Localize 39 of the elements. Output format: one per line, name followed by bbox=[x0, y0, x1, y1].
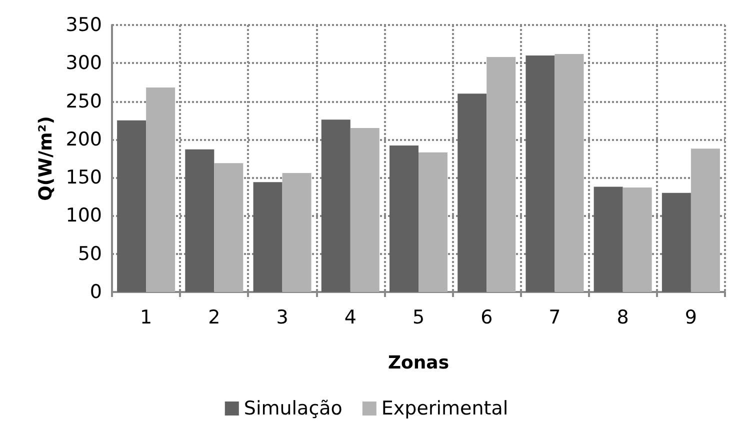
x-axis-title: Zonas bbox=[388, 352, 450, 374]
bar bbox=[418, 152, 448, 292]
bar bbox=[350, 128, 380, 292]
x-tick-label: 4 bbox=[344, 306, 356, 328]
x-tick-label: 7 bbox=[548, 306, 561, 328]
x-tick-label: 8 bbox=[616, 306, 629, 328]
y-tick-label: 200 bbox=[66, 128, 102, 150]
y-tick-label: 250 bbox=[66, 90, 102, 112]
bar bbox=[117, 120, 146, 292]
bar bbox=[214, 163, 244, 292]
bar bbox=[526, 56, 555, 292]
bar bbox=[662, 192, 691, 292]
bar bbox=[321, 120, 350, 292]
bar bbox=[594, 186, 623, 292]
legend-label: Experimental bbox=[381, 398, 508, 420]
bar bbox=[622, 187, 652, 292]
bar bbox=[185, 149, 214, 292]
y-tick-label: 0 bbox=[90, 281, 102, 303]
bar bbox=[253, 182, 282, 292]
x-tick-label: 3 bbox=[276, 306, 288, 328]
bar bbox=[690, 148, 720, 292]
x-tick-label: 9 bbox=[684, 306, 697, 328]
y-tick-label: 50 bbox=[78, 242, 102, 265]
bar bbox=[554, 54, 584, 292]
x-tick-label: 6 bbox=[480, 306, 493, 328]
y-axis-title: Q(W/m²) bbox=[35, 116, 56, 201]
legend-label: Simulação bbox=[244, 398, 342, 420]
bar bbox=[282, 172, 312, 292]
y-tick-label: 350 bbox=[66, 14, 102, 36]
x-tick-label: 2 bbox=[208, 306, 220, 328]
y-tick-label: 150 bbox=[66, 166, 102, 189]
x-tick-label: 1 bbox=[140, 306, 152, 328]
x-tick-label: 5 bbox=[412, 306, 425, 328]
bar bbox=[146, 88, 176, 292]
bar bbox=[458, 94, 487, 292]
bar bbox=[390, 146, 418, 292]
y-tick-label: 300 bbox=[66, 52, 102, 74]
y-tick-label: 100 bbox=[66, 204, 102, 227]
bar bbox=[486, 57, 516, 292]
